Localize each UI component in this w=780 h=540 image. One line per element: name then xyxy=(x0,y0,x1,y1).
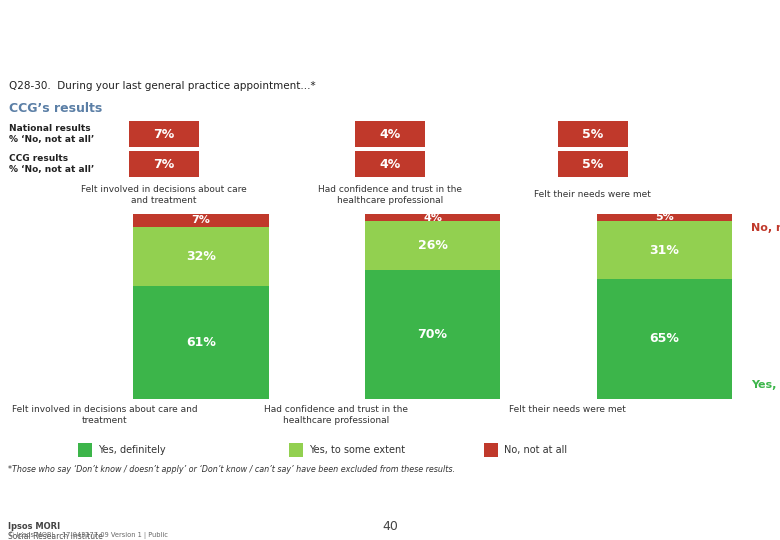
Text: 65%: 65% xyxy=(649,333,679,346)
Text: 61%: 61% xyxy=(186,336,216,349)
Text: 70%: 70% xyxy=(417,328,448,341)
Text: 26%: 26% xyxy=(417,239,448,252)
Text: CCG results
% ‘No, not at all’: CCG results % ‘No, not at all’ xyxy=(9,154,94,174)
Text: CCG’s results: CCG’s results xyxy=(9,102,103,114)
Text: © Ipsos MORI    17-043177-09 Version 1 | Public: © Ipsos MORI 17-043177-09 Version 1 | Pu… xyxy=(8,531,168,538)
Text: 7%: 7% xyxy=(192,215,211,226)
Bar xyxy=(78,443,92,457)
Text: 4%: 4% xyxy=(423,213,442,222)
Text: Q28-30.  During your last general practice appointment...*: Q28-30. During your last general practic… xyxy=(9,81,316,91)
Bar xyxy=(365,221,500,269)
Text: 32%: 32% xyxy=(186,250,216,263)
Text: National results
% ‘No, not at all’: National results % ‘No, not at all’ xyxy=(9,124,94,144)
Text: Had confidence and trust in the
healthcare professional: Had confidence and trust in the healthca… xyxy=(318,185,462,205)
Bar xyxy=(484,443,498,457)
Text: 31%: 31% xyxy=(649,244,679,256)
Bar xyxy=(133,227,268,286)
Bar xyxy=(129,151,199,177)
Text: Felt their needs were met: Felt their needs were met xyxy=(534,190,651,199)
Text: 5%: 5% xyxy=(655,212,674,222)
Text: 40: 40 xyxy=(382,521,398,534)
Text: Had confidence and trust in the
healthcare professional: Had confidence and trust in the healthca… xyxy=(264,405,408,425)
Text: Ipsos MORI: Ipsos MORI xyxy=(8,522,60,531)
Text: 5%: 5% xyxy=(582,158,604,171)
Text: 4%: 4% xyxy=(379,127,401,140)
Text: Yes, to some extent: Yes, to some extent xyxy=(309,445,405,455)
Text: 4%: 4% xyxy=(379,158,401,171)
Text: *Those who say ‘Don’t know / doesn’t apply’ or ‘Don’t know / can’t say’ have bee: *Those who say ‘Don’t know / doesn’t app… xyxy=(8,464,455,474)
Text: 5%: 5% xyxy=(582,127,604,140)
Bar xyxy=(597,221,732,279)
Text: National (629,099: 605,421: 606,267): CCG (6,247: 6,760: 6,797): National (629,099: 605,421: 606,267): CC… xyxy=(8,500,268,509)
Text: Felt involved in decisions about care
and treatment: Felt involved in decisions about care an… xyxy=(81,185,246,205)
Text: Yes, definitely: Yes, definitely xyxy=(98,445,166,455)
Text: 7%: 7% xyxy=(153,158,175,171)
Bar xyxy=(597,212,732,221)
Bar xyxy=(133,286,268,399)
Bar xyxy=(133,214,268,227)
Bar xyxy=(558,121,628,147)
Bar xyxy=(289,443,303,457)
Text: No, not at all: No, not at all xyxy=(504,445,567,455)
Bar xyxy=(355,151,425,177)
Text: Social Research Institute: Social Research Institute xyxy=(8,532,103,540)
Bar xyxy=(365,214,500,221)
Text: Felt their needs were met: Felt their needs were met xyxy=(509,405,626,414)
Text: 7%: 7% xyxy=(153,127,175,140)
Text: No, not at all: No, not at all xyxy=(751,223,780,233)
Text: Yes, definitely: Yes, definitely xyxy=(751,380,780,390)
Text: Felt involved in decisions about care and
treatment: Felt involved in decisions about care an… xyxy=(12,405,197,425)
Text: Perceptions of care at patients’ last appointment with a
healthcare professional: Perceptions of care at patients’ last ap… xyxy=(9,15,561,57)
Bar xyxy=(129,121,199,147)
Bar xyxy=(365,269,500,399)
Text: Basis: All had an appointment since being registered with current GP practice ex: Basis: All had an appointment since bein… xyxy=(8,488,427,497)
Bar xyxy=(355,121,425,147)
Bar xyxy=(558,151,628,177)
Bar xyxy=(597,279,732,399)
